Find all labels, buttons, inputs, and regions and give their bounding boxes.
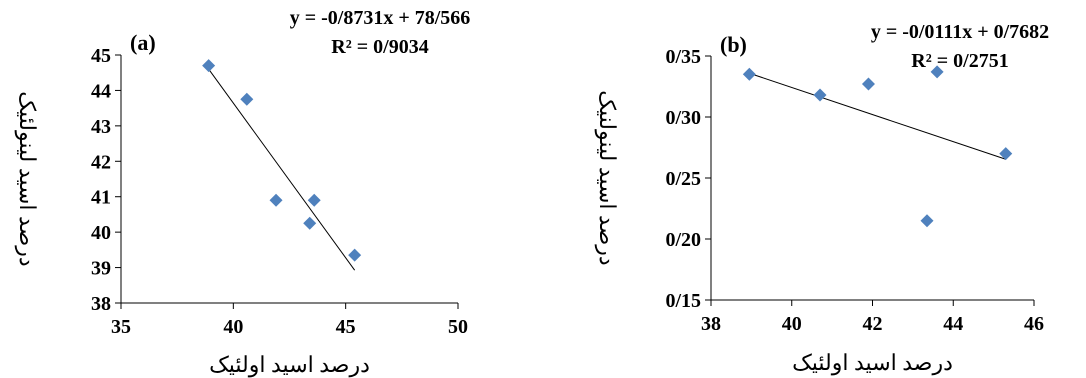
chart-a-data-point bbox=[240, 92, 254, 106]
chart-b-y-tick-label: 0/15 bbox=[665, 290, 701, 312]
chart-b-y-tick-label: 0/30 bbox=[665, 107, 701, 129]
chart-b-data-point bbox=[861, 77, 875, 91]
chart-a-y-tick-label: 42 bbox=[91, 151, 111, 173]
chart-b-r-squared: R² = 0/2751 bbox=[911, 50, 1008, 72]
chart-b-x-tick-label: 42 bbox=[863, 313, 883, 335]
chart-a-data-point bbox=[202, 59, 216, 73]
chart-a-x-tick-label: 35 bbox=[111, 316, 131, 338]
chart-a-x-axis-title: درصد اسید اولئیک bbox=[209, 352, 370, 378]
chart-a-y-tick-label: 40 bbox=[91, 222, 111, 244]
chart-b-trendline bbox=[749, 72, 1006, 160]
chart-b-y-tick-label: 0/20 bbox=[665, 229, 701, 251]
chart-b-data-point bbox=[813, 88, 827, 102]
chart-b-svg: 0/15 0/20 0/25 0/30 0/35 38 40 42 44 46 درصد اسید … bbox=[594, 21, 1049, 376]
chart-a-x-tick-label: 45 bbox=[336, 316, 356, 338]
chart-a-y-tick-label: 44 bbox=[91, 80, 111, 102]
chart-a-trendline bbox=[208, 68, 356, 271]
chart-b-x-tick-label: 40 bbox=[782, 313, 802, 335]
chart-b-equation: y = -0/0111x + 0/7682 bbox=[871, 21, 1049, 43]
chart-b-data-point bbox=[920, 214, 934, 228]
chart-b-x-tick-label: 46 bbox=[1024, 313, 1044, 335]
chart-a-y-tick-label: 41 bbox=[91, 187, 111, 209]
chart-b-data-point bbox=[999, 147, 1013, 161]
chart-b-x-axis-title: درصد اسید اولئیک bbox=[792, 350, 953, 376]
chart-b-data-point bbox=[930, 65, 944, 79]
chart-b-x-tick-label: 44 bbox=[943, 313, 963, 335]
chart-b-y-axis-title: درصد اسید لینولنیک bbox=[594, 90, 620, 265]
chart-a-x-tick-label: 40 bbox=[223, 316, 243, 338]
chart-a-y-tick-label: 39 bbox=[91, 258, 111, 280]
chart-a-r-squared: R² = 0/9034 bbox=[331, 36, 428, 58]
chart-a-data-point bbox=[303, 216, 317, 230]
chart-a-data-point bbox=[269, 193, 283, 207]
chart-b-x-tick-label: 38 bbox=[701, 313, 721, 335]
chart-b-y-tick-label: 0/25 bbox=[665, 168, 701, 190]
chart-a-equation: y = -0/8731x + 78/566 bbox=[290, 7, 471, 29]
chart-a-y-axis-title: درصد اسید لینولئیک bbox=[14, 91, 40, 266]
chart-a-data-point bbox=[307, 193, 321, 207]
chart-panel-b: 0/15 0/20 0/25 0/30 0/35 38 40 42 44 46 درصد اسید … bbox=[540, 0, 1086, 378]
chart-a-y-tick-label: 38 bbox=[91, 293, 111, 315]
chart-a-panel-label: (a) bbox=[130, 30, 156, 55]
chart-b-y-tick-label: 0/35 bbox=[665, 46, 701, 68]
chart-a-x-tick-label: 50 bbox=[448, 316, 468, 338]
chart-a-y-tick-label: 43 bbox=[91, 116, 111, 138]
chart-a-data-point bbox=[348, 248, 362, 262]
chart-b-panel-label: (b) bbox=[720, 32, 747, 57]
chart-a-svg: 38 39 40 41 42 43 44 45 35 40 45 50 درصد اسید اولئیک… bbox=[14, 7, 471, 378]
chart-panel-a: 38 39 40 41 42 43 44 45 35 40 45 50 درصد اسید اولئیک… bbox=[0, 0, 520, 378]
chart-a-y-tick-label: 45 bbox=[91, 45, 111, 67]
chart-b-data-point bbox=[742, 67, 756, 81]
